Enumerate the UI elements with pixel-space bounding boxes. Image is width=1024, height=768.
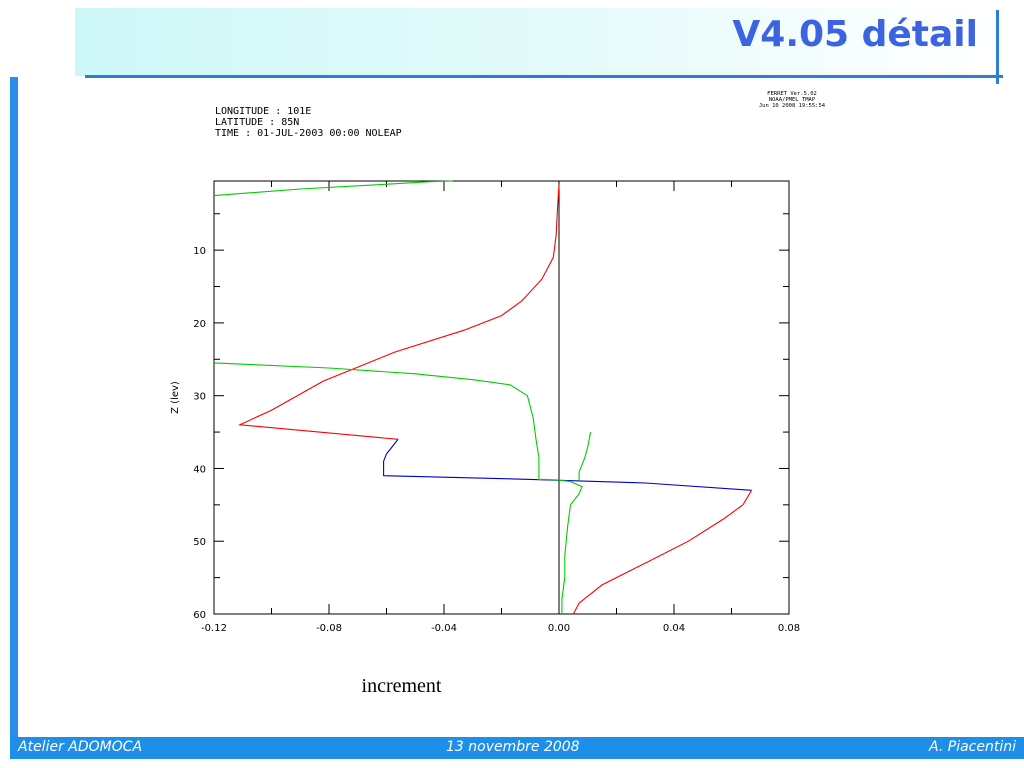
footer-event: Atelier ADOMOCA	[18, 739, 143, 755]
header-line: TIME : 01-JUL-2003 00:00 NOLEAP	[215, 128, 402, 139]
x-tick-label: 0.04	[663, 623, 685, 634]
title-underline	[85, 75, 1003, 78]
y-tick-label: 10	[193, 246, 206, 257]
x-tick-label: 0.08	[778, 623, 800, 634]
title-band	[75, 8, 995, 76]
header-line: LONGITUDE : 101E	[215, 106, 311, 117]
left-accent-bar	[10, 77, 18, 737]
series-line-3	[213, 180, 453, 197]
footer-author: A. Piacentini	[929, 739, 1016, 755]
footer-bar: Atelier ADOMOCA 13 novembre 2008 A. Piac…	[10, 737, 1024, 759]
x-tick-label: -0.08	[316, 623, 342, 634]
footer-date: 13 novembre 2008	[446, 739, 580, 755]
series-line-4	[213, 362, 583, 614]
x-tick-label: 0.00	[548, 623, 570, 634]
y-tick-label: 40	[193, 464, 206, 475]
y-tick-label: 20	[193, 319, 206, 330]
title-vertical-rule	[996, 10, 999, 84]
header-line: LATITUDE : 85N	[215, 117, 299, 128]
x-axis-label: increment	[362, 675, 442, 697]
ferret-stamp-line: NOAA/PMEL TMAP	[769, 97, 816, 103]
y-tick-label: 30	[193, 392, 206, 403]
slide-title: V4.05 détail	[732, 14, 978, 55]
y-tick-label: 50	[193, 537, 206, 548]
x-tick-label: -0.04	[431, 623, 457, 634]
y-tick-label: 60	[193, 610, 206, 621]
plot-frame	[213, 180, 790, 615]
series-line-5	[578, 431, 592, 481]
ferret-stamp-line: Jun 10 2008 19:55:54	[759, 103, 826, 109]
y-axis-label: Z (lev)	[170, 381, 181, 414]
series-line-1	[383, 438, 752, 491]
series-line-0	[237, 184, 560, 440]
series-line-2	[572, 490, 753, 615]
x-tick-label: -0.12	[201, 623, 227, 634]
ferret-stamp-line: FERRET Ver.5.02	[767, 91, 817, 97]
